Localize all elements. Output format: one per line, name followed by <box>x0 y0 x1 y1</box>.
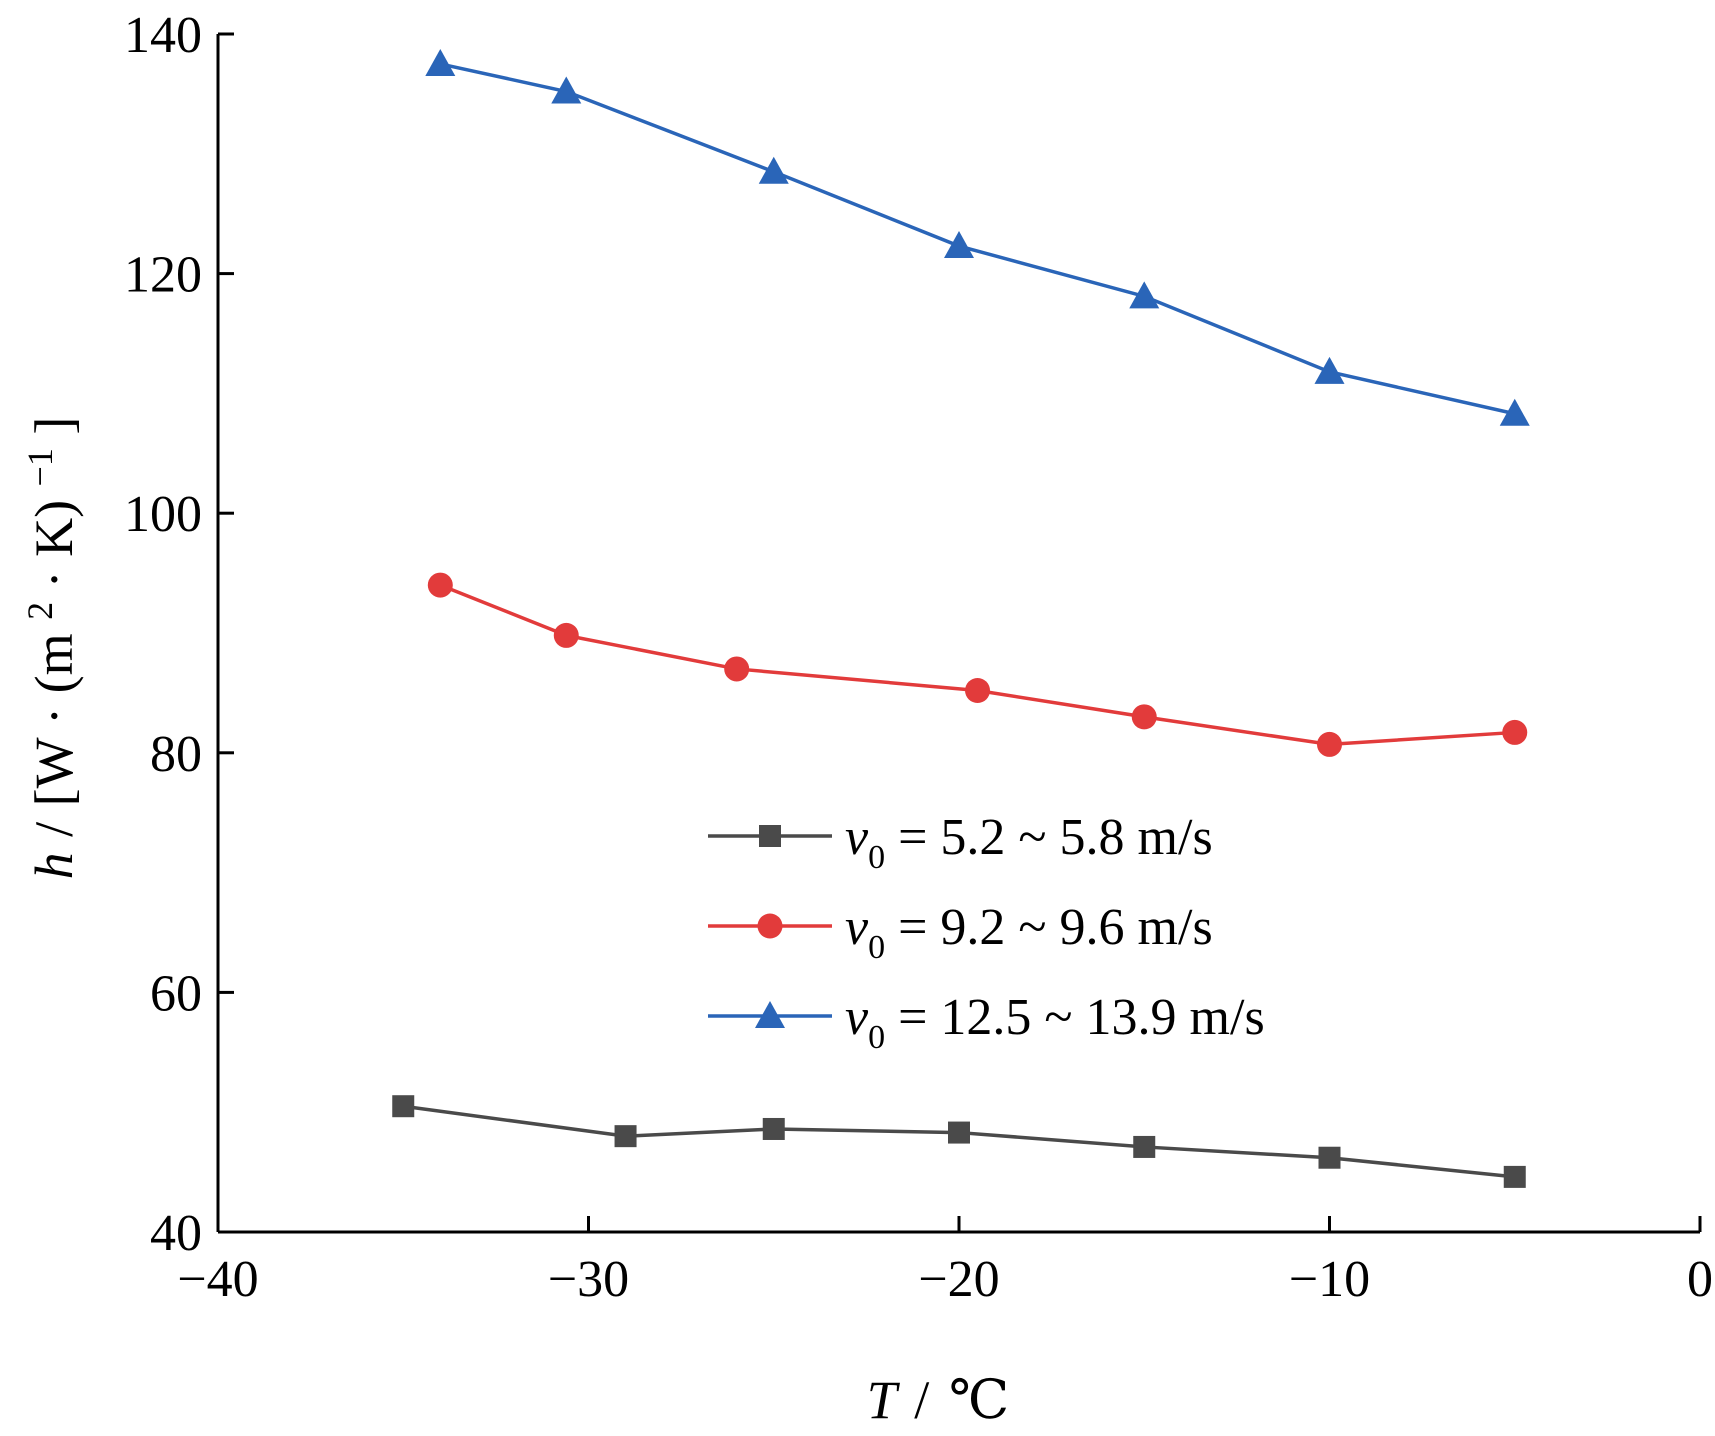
x-axis-title-var: T <box>867 1370 901 1430</box>
legend-sub: 0 <box>868 1019 885 1056</box>
data-point <box>948 1121 970 1144</box>
data-point <box>392 1095 415 1118</box>
y-tick-label: 140 <box>124 7 202 64</box>
data-point <box>758 156 789 184</box>
legend-sub: 0 <box>868 839 885 876</box>
series-line <box>439 62 1516 416</box>
legend-var: v <box>845 989 869 1046</box>
legend-label: v0 = 9.2 ~ 9.6 m/s <box>845 899 1213 966</box>
data-point <box>553 622 579 648</box>
y-axis-ticks: 40 60 80 100 120 140 <box>124 7 234 1262</box>
data-point <box>427 572 453 598</box>
y-axis-title-sep: / <box>24 822 84 837</box>
y-tick-label: 100 <box>124 486 202 543</box>
data-point <box>551 76 582 104</box>
data-point <box>614 1125 637 1148</box>
series-circle <box>427 572 1528 757</box>
legend-item: v0 = 12.5 ~ 13.9 m/s <box>708 989 1265 1056</box>
data-point <box>762 1117 785 1140</box>
legend-marker <box>757 913 783 939</box>
legend: v0 = 5.2 ~ 5.8 m/sv0 = 9.2 ~ 9.6 m/sv0 =… <box>708 809 1265 1056</box>
legend-text: = 9.2 ~ 9.6 m/s <box>885 899 1213 956</box>
x-axis-title-sep: / <box>914 1370 929 1430</box>
legend-var: v <box>845 899 869 956</box>
plot-series <box>392 48 1530 1188</box>
legend-var: v <box>845 809 869 866</box>
data-point <box>1317 731 1342 757</box>
legend-text: = 5.2 ~ 5.8 m/s <box>885 809 1213 866</box>
data-point <box>1133 1135 1156 1158</box>
legend-label: v0 = 5.2 ~ 5.8 m/s <box>845 809 1213 876</box>
data-point <box>1502 719 1528 745</box>
x-tick-label: −40 <box>177 1251 258 1308</box>
legend-marker <box>755 1001 785 1028</box>
x-tick-label: 0 <box>1687 1251 1713 1308</box>
data-point <box>724 656 750 682</box>
x-axis-title: T / ℃ <box>867 1370 1009 1430</box>
legend-label: v0 = 12.5 ~ 13.9 m/s <box>845 989 1265 1056</box>
data-point <box>944 231 974 259</box>
series-line <box>439 583 1515 747</box>
series-triangle <box>425 48 1530 426</box>
y-tick-label: 80 <box>150 726 202 783</box>
y-axis-title-pre: [W · (m <box>24 633 84 806</box>
data-point <box>1129 281 1160 309</box>
data-point <box>965 678 991 704</box>
legend-item: v0 = 5.2 ~ 5.8 m/s <box>708 809 1213 876</box>
y-tick-label: 40 <box>150 1205 202 1262</box>
y-axis-title: h / [W · (m 2 · K) −1 ] <box>4 417 84 880</box>
series-square <box>392 1095 1526 1188</box>
legend-item: v0 = 9.2 ~ 9.6 m/s <box>708 899 1213 966</box>
legend-text: = 12.5 ~ 13.9 m/s <box>885 989 1265 1046</box>
data-point <box>1503 1165 1526 1188</box>
legend-sub: 0 <box>868 929 885 966</box>
data-point <box>1314 356 1345 384</box>
y-axis-title-sup: 2 <box>20 602 60 620</box>
axes: −40 −30 −20 −10 0 40 60 80 100 120 140 <box>124 7 1713 1308</box>
x-tick-label: −10 <box>1289 1251 1370 1308</box>
y-tick-label: 60 <box>150 965 202 1022</box>
data-point <box>1318 1146 1341 1169</box>
x-tick-label: −20 <box>918 1251 999 1308</box>
y-axis-title-post: ] <box>24 417 84 435</box>
y-axis-title-mid: · K) <box>24 500 84 588</box>
x-tick-label: −30 <box>548 1251 629 1308</box>
data-point <box>425 48 456 76</box>
data-point <box>1131 704 1157 730</box>
y-tick-label: 120 <box>124 247 202 304</box>
x-axis-title-unit: ℃ <box>949 1370 1009 1430</box>
legend-marker <box>759 825 781 847</box>
y-axis-title-var: h <box>24 852 84 879</box>
y-axis-title-exp: −1 <box>20 448 60 486</box>
x-axis-ticks: −40 −30 −20 −10 0 <box>177 1216 1713 1308</box>
data-point <box>1499 398 1530 426</box>
